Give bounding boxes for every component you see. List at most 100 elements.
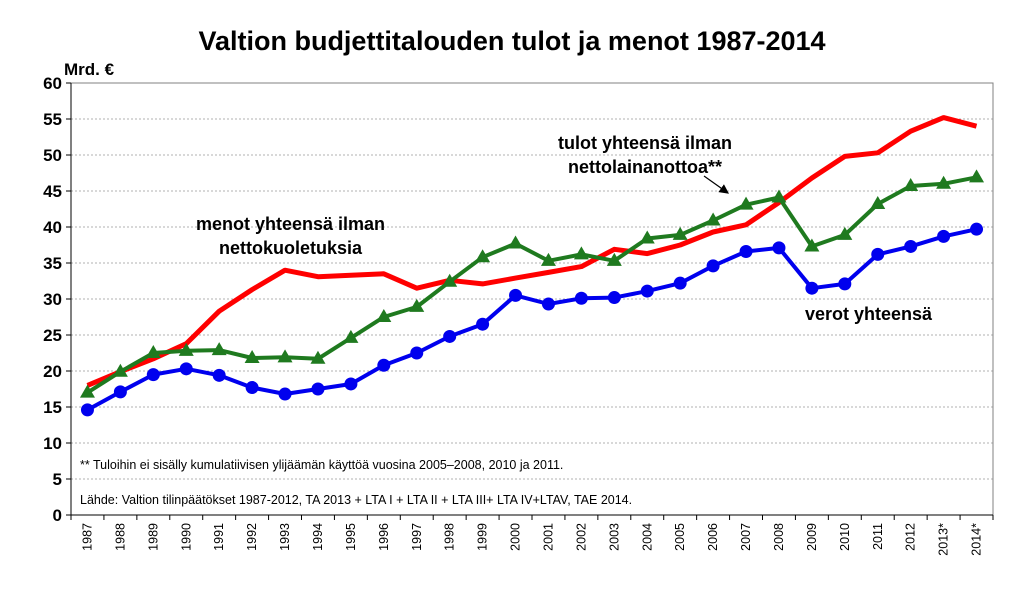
x-tick-label: 2008 bbox=[772, 523, 786, 551]
data-point-triangle bbox=[738, 196, 754, 210]
data-point-circle bbox=[245, 381, 259, 395]
x-tick-label: 1989 bbox=[146, 523, 160, 551]
data-point-circle bbox=[739, 244, 753, 258]
y-tick-label: 50 bbox=[43, 146, 62, 165]
series-line bbox=[86, 115, 978, 388]
y-tick-label: 25 bbox=[43, 326, 62, 345]
annotation-arrow bbox=[703, 175, 729, 194]
y-tick-label: 35 bbox=[43, 254, 62, 273]
data-point-circle bbox=[146, 368, 160, 382]
data-point-circle bbox=[410, 346, 424, 360]
data-point-circle bbox=[673, 276, 687, 290]
annotation-menot-line1: menot yhteensä ilman bbox=[196, 214, 386, 234]
data-point-triangle bbox=[705, 212, 721, 226]
y-tick-label: 55 bbox=[43, 110, 62, 129]
y-tick-label: 40 bbox=[43, 218, 62, 237]
x-tick-label: 2011 bbox=[871, 523, 885, 550]
data-point-triangle bbox=[672, 226, 688, 240]
annotation-verot: verot yhteensä bbox=[805, 304, 933, 324]
y-tick-label: 5 bbox=[53, 470, 62, 489]
series-line bbox=[86, 227, 977, 412]
data-point-circle bbox=[871, 247, 885, 261]
x-tick-label: 2014* bbox=[970, 523, 984, 556]
data-point-circle bbox=[706, 259, 720, 273]
data-point-circle bbox=[80, 403, 94, 417]
x-tick-label: 1999 bbox=[476, 523, 490, 551]
x-tick-label: 2005 bbox=[673, 523, 687, 551]
data-point-triangle bbox=[771, 189, 787, 203]
data-point-circle bbox=[904, 239, 918, 253]
annotation-menot: menot yhteensä ilman nettokuoletuksia bbox=[196, 212, 385, 260]
y-tick-labels: 0 5 10 15 20 25 30 35 40 45 50 55 60 bbox=[43, 74, 62, 525]
data-point-triangle bbox=[606, 252, 622, 266]
data-point-circle bbox=[509, 288, 523, 302]
x-tick-label: 2007 bbox=[739, 523, 753, 551]
x-tick-label: 2006 bbox=[706, 523, 720, 551]
data-point-triangle bbox=[639, 230, 655, 244]
data-point-circle bbox=[344, 377, 358, 391]
data-point-triangle bbox=[211, 342, 227, 356]
x-tick-label: 1996 bbox=[377, 523, 391, 551]
x-tick-label: 1995 bbox=[344, 523, 358, 551]
data-point-circle bbox=[377, 358, 391, 372]
data-point-circle bbox=[838, 277, 852, 291]
y-tick-label: 20 bbox=[43, 362, 62, 381]
data-point-triangle bbox=[112, 363, 128, 377]
data-point-triangle bbox=[79, 384, 95, 398]
x-tick-label: 2004 bbox=[640, 523, 654, 551]
x-tick-label: 1991 bbox=[212, 523, 226, 551]
data-point-circle bbox=[772, 241, 786, 255]
data-point-circle bbox=[937, 229, 951, 243]
data-point-triangle bbox=[936, 175, 952, 189]
data-point-triangle bbox=[903, 177, 919, 191]
y-tick-label: 45 bbox=[43, 182, 62, 201]
x-tick-label: 1988 bbox=[113, 523, 127, 551]
annotation-menot-line2: nettokuoletuksia bbox=[219, 238, 363, 258]
x-tick-label: 2013* bbox=[937, 523, 951, 556]
x-tick-label: 2000 bbox=[509, 523, 523, 551]
chart-title: Valtion budjettitalouden tulot ja menot … bbox=[198, 26, 826, 56]
data-point-circle bbox=[113, 385, 127, 399]
y-tick-label: 10 bbox=[43, 434, 62, 453]
data-point-triangle bbox=[475, 249, 491, 263]
x-tick-label: 1994 bbox=[311, 523, 325, 551]
y-tick-label: 0 bbox=[53, 506, 62, 525]
x-tick-label: 1987 bbox=[80, 523, 94, 551]
data-point-triangle bbox=[969, 169, 985, 183]
data-point-triangle bbox=[277, 349, 293, 363]
annotation-tulot: tulot yhteensä ilman nettolainanottoa** bbox=[558, 131, 732, 179]
x-tick-label: 1998 bbox=[443, 523, 457, 551]
x-tick-label: 2009 bbox=[805, 523, 819, 551]
data-point-circle bbox=[607, 291, 621, 305]
series-line bbox=[86, 175, 977, 395]
footnote: ** Tuloihin ei sisälly kumulatiivisen yl… bbox=[80, 458, 564, 472]
data-point-circle bbox=[541, 297, 555, 311]
x-tick-label: 2001 bbox=[541, 523, 555, 551]
y-tick-label: 60 bbox=[43, 74, 62, 93]
data-point-triangle bbox=[870, 195, 886, 209]
x-tick-label: 2012 bbox=[904, 523, 918, 551]
data-point-circle bbox=[640, 284, 654, 298]
series-markers bbox=[79, 169, 985, 417]
data-point-circle bbox=[443, 329, 457, 343]
data-point-triangle bbox=[804, 238, 820, 252]
data-point-circle bbox=[970, 222, 984, 236]
annotation-tulot-line2: nettolainanottoa** bbox=[568, 157, 723, 177]
y-tick-label: 30 bbox=[43, 290, 62, 309]
data-point-circle bbox=[212, 368, 226, 382]
data-point-circle bbox=[476, 317, 490, 331]
x-tick-label: 2010 bbox=[838, 523, 852, 551]
data-point-triangle bbox=[244, 350, 260, 364]
x-tick-label: 1997 bbox=[410, 523, 424, 551]
source-note: Lähde: Valtion tilinpäätökset 1987-2012,… bbox=[80, 493, 633, 507]
y-tick-label: 15 bbox=[43, 398, 62, 417]
data-point-triangle bbox=[178, 342, 194, 356]
data-point-triangle bbox=[376, 309, 392, 322]
data-point-triangle bbox=[343, 329, 359, 343]
x-tick-label: 1992 bbox=[245, 523, 259, 551]
data-point-triangle bbox=[310, 350, 326, 364]
x-tick-label: 2002 bbox=[574, 523, 588, 551]
data-point-triangle bbox=[540, 252, 556, 266]
data-point-circle bbox=[574, 291, 588, 305]
